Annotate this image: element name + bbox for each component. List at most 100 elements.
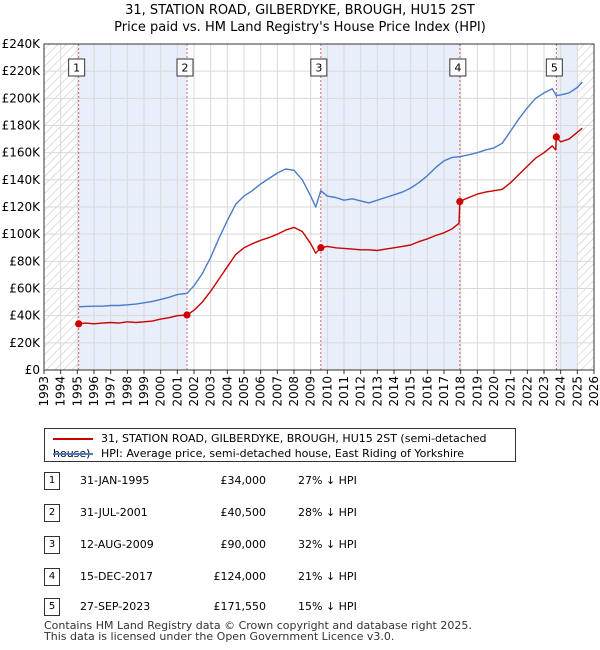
x-tick-label: 2014	[387, 376, 401, 407]
chart-title: 31, STATION ROAD, GILBERDYKE, BROUGH, HU…	[0, 2, 600, 36]
table-row: 3 12-AUG-2009 £90,000 32% ↓ HPI	[0, 536, 600, 554]
sale-number: 4	[44, 568, 60, 586]
sale-point	[456, 197, 464, 206]
sale-date: 27-SEP-2023	[80, 600, 151, 613]
legend-label-hpi: HPI: Average price, semi-detached house,…	[101, 447, 465, 460]
legend-item-hpi: HPI: Average price, semi-detached house,…	[53, 446, 464, 461]
x-tick-label: 2020	[487, 376, 501, 407]
y-tick-label: £240K	[2, 37, 42, 51]
sale-label-box	[545, 58, 563, 77]
x-tick-label: 1997	[104, 376, 118, 407]
sale-price: £90,000	[220, 538, 267, 551]
x-tick-label: 2021	[504, 376, 518, 407]
x-tick-label: 2023	[537, 376, 551, 407]
attribution: Contains HM Land Registry data © Crown c…	[44, 620, 472, 642]
chart-title-line2: Price paid vs. HM Land Registry's House …	[114, 20, 486, 35]
sale-date: 12-AUG-2009	[80, 538, 154, 551]
sale-number: 1	[44, 472, 60, 490]
y-tick-label: £160K	[2, 146, 42, 160]
sale-hpi-diff: 28% ↓ HPI	[298, 506, 357, 519]
sale-hpi-diff: 21% ↓ HPI	[298, 570, 357, 583]
x-tick-label: 2012	[354, 376, 368, 407]
x-tick-label: 2019	[470, 376, 484, 407]
x-tick-label: 2022	[520, 376, 534, 407]
table-row: 4 15-DEC-2017 £124,000 21% ↓ HPI	[0, 568, 600, 586]
plot-border	[43, 43, 595, 371]
legend-item-property: 31, STATION ROAD, GILBERDYKE, BROUGH, HU…	[53, 431, 515, 460]
price-chart: 1 2 3 4 5 £0 £20K £40K £60K £80K £100K £120K £140K £…	[2, 37, 600, 407]
x-tick-label: 2009	[304, 376, 318, 407]
y-tick-label: £100K	[2, 227, 42, 241]
sale-point	[552, 133, 560, 141]
sale-price: £171,550	[213, 600, 267, 613]
x-tick-label: 2015	[404, 376, 418, 407]
sale-label: 2	[182, 62, 189, 75]
table-row: 5 27-SEP-2023 £171,550 15% ↓ HPI	[0, 598, 600, 616]
sale-label-box	[176, 58, 194, 77]
x-tick-label: 1993	[37, 376, 51, 407]
x-tick-label: 2017	[437, 376, 451, 407]
series-line	[78, 127, 583, 325]
sale-price: £40,500	[220, 506, 267, 519]
x-tick-label: 2018	[454, 376, 468, 407]
sale-date: 15-DEC-2017	[80, 570, 154, 583]
x-tick-label: 2008	[287, 376, 301, 407]
x-tick-label: 2005	[237, 376, 251, 407]
sale-label: 5	[551, 62, 558, 75]
sale-hpi-diff: 15% ↓ HPI	[298, 600, 357, 613]
x-tick-label: 1995	[70, 376, 84, 407]
sale-number: 2	[44, 504, 60, 522]
y-tick-label: £200K	[2, 91, 42, 105]
sale-label: 4	[454, 62, 461, 75]
series-line	[78, 81, 583, 308]
legend-swatch-hpi	[53, 453, 93, 455]
x-tick-label: 2024	[554, 376, 568, 407]
attribution-line1: Contains HM Land Registry data © Crown c…	[44, 619, 472, 632]
y-tick-label: £120K	[2, 200, 42, 214]
sale-price: £124,000	[213, 570, 267, 583]
y-tick-label: £80K	[9, 254, 41, 268]
x-tick-label: 2004	[220, 376, 234, 407]
x-tick-label: 2002	[187, 376, 201, 407]
legend-swatch-property	[53, 438, 93, 440]
attribution-line2: This data is licensed under the Open Gov…	[44, 630, 395, 643]
x-tick-label: 2013	[370, 376, 384, 407]
x-tick-label: 2000	[154, 376, 168, 407]
sale-date: 31-JAN-1995	[80, 474, 150, 487]
x-tick-label: 2016	[420, 376, 434, 407]
x-tick-label: 1999	[137, 376, 151, 407]
sale-label: 1	[73, 62, 80, 75]
table-row: 2 31-JUL-2001 £40,500 28% ↓ HPI	[0, 504, 600, 522]
x-tick-label: 1996	[87, 376, 101, 407]
x-tick-label: 1998	[120, 376, 134, 407]
sale-number: 5	[44, 598, 60, 616]
y-tick-label: £220K	[2, 64, 42, 78]
sale-label-box	[68, 58, 86, 77]
sale-label: 3	[315, 62, 322, 75]
y-tick-label: £40K	[9, 309, 41, 323]
sale-point	[75, 320, 83, 328]
x-tick-label: 2011	[337, 376, 351, 407]
legend: 31, STATION ROAD, GILBERDYKE, BROUGH, HU…	[44, 428, 516, 462]
sale-price: £34,000	[220, 474, 267, 487]
x-tick-label: 2007	[270, 376, 284, 407]
sale-hpi-diff: 27% ↓ HPI	[298, 474, 357, 487]
y-tick-label: £20K	[9, 336, 41, 350]
x-tick-label: 2001	[170, 376, 184, 407]
x-tick-label: 2006	[254, 376, 268, 407]
sale-hpi-diff: 32% ↓ HPI	[298, 538, 357, 551]
x-tick-label: 2025	[570, 376, 584, 407]
sale-label-box	[449, 58, 467, 77]
y-tick-label: £0	[25, 363, 40, 377]
x-tick-label: 2026	[587, 376, 600, 407]
sale-point	[317, 244, 325, 252]
table-row: 1 31-JAN-1995 £34,000 27% ↓ HPI	[0, 472, 600, 490]
x-tick-label: 2003	[204, 376, 218, 407]
x-tick-label: 1994	[54, 376, 68, 407]
chart-title-line1: 31, STATION ROAD, GILBERDYKE, BROUGH, HU…	[125, 3, 475, 18]
sale-point	[183, 311, 191, 319]
y-tick-label: £180K	[2, 119, 42, 133]
sale-label-box	[310, 58, 328, 77]
sale-number: 3	[44, 536, 60, 554]
sale-date: 31-JUL-2001	[80, 506, 148, 519]
